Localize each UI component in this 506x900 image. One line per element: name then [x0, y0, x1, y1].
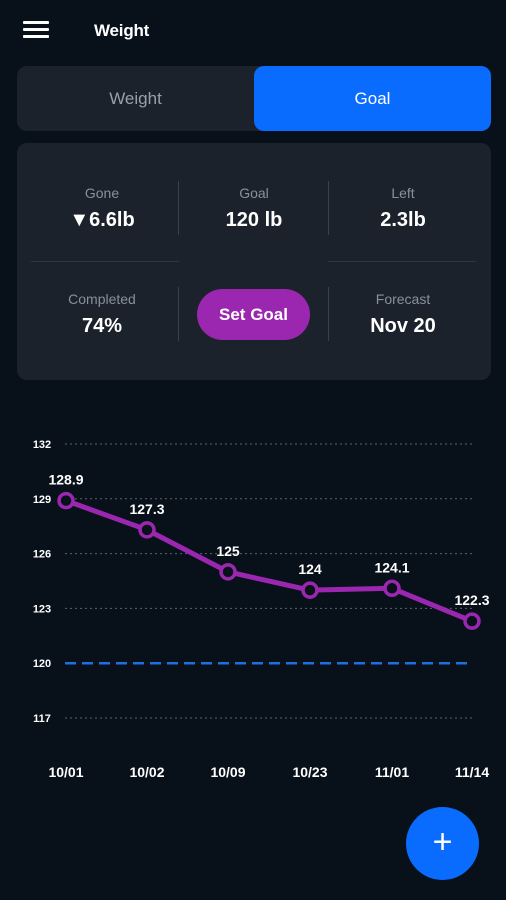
- y-tick-label: 129: [33, 494, 51, 506]
- data-point: [57, 491, 75, 510]
- stat-completed-value: 74%: [81, 315, 123, 337]
- chart-canvas: 132 129 126 123 120 117 128.9 127.3 125 124 124.1 1…: [33, 439, 490, 780]
- divider: [178, 181, 179, 235]
- stat-gone-label: Gone: [84, 185, 120, 201]
- plus-icon: +: [432, 823, 453, 861]
- x-tick-label: 10/09: [210, 764, 245, 780]
- stat-forecast-label: Forecast: [375, 291, 431, 307]
- stat-completed-label: Completed: [68, 291, 136, 307]
- add-entry-button[interactable]: +: [406, 807, 479, 880]
- data-point: [383, 579, 401, 598]
- weight-line-chart: 132 129 126 123 120 117 128.9 127.3 125 124 124.1 1…: [0, 420, 506, 790]
- stat-left: Left 2.3lb: [328, 185, 478, 232]
- divider: [31, 261, 179, 262]
- stat-completed: Completed 74%: [27, 291, 177, 338]
- data-point: [301, 581, 319, 599]
- stat-forecast-value: Nov 20: [370, 315, 436, 337]
- tab-weight[interactable]: Weight: [109, 88, 162, 108]
- data-label: 125: [216, 543, 240, 559]
- set-goal-button[interactable]: Set Goal: [197, 289, 310, 340]
- x-tick-label: 11/14: [455, 764, 489, 780]
- data-label: 124.1: [374, 559, 409, 575]
- tab-bar: Weight Goal: [17, 66, 491, 131]
- y-tick-label: 132: [33, 439, 51, 451]
- stat-goal-value: 120 lb: [225, 209, 283, 231]
- goal-summary-card: Gone ▼6.6lb Goal 120 lb Left 2.3lb Compl…: [17, 143, 491, 380]
- divider: [328, 261, 476, 262]
- y-tick-label: 120: [33, 658, 51, 670]
- divider: [328, 181, 329, 235]
- stat-goal: Goal 120 lb: [179, 185, 329, 232]
- hamburger-menu-icon[interactable]: [23, 20, 49, 40]
- stat-gone-value: ▼6.6lb: [69, 209, 135, 231]
- stat-left-label: Left: [391, 185, 415, 201]
- x-tick-label: 10/02: [129, 764, 164, 780]
- page-title: Weight: [94, 21, 150, 40]
- stat-goal-label: Goal: [239, 185, 269, 201]
- y-tick-label: 123: [33, 603, 51, 615]
- tab-goal[interactable]: Goal: [254, 66, 491, 131]
- y-tick-label: 117: [33, 713, 51, 725]
- x-tick-label: 10/01: [48, 764, 83, 780]
- x-tick-label: 10/23: [292, 764, 327, 780]
- stat-gone: Gone ▼6.6lb: [27, 185, 177, 232]
- data-label: 127.3: [129, 501, 164, 517]
- data-point: [138, 521, 156, 539]
- divider: [328, 287, 329, 341]
- stat-left-value: 2.3lb: [380, 209, 426, 231]
- y-tick-label: 126: [33, 549, 51, 561]
- data-label: 124: [298, 561, 322, 577]
- data-label: 122.3: [454, 592, 489, 608]
- stat-forecast: Forecast Nov 20: [328, 291, 478, 338]
- series-line: [63, 498, 475, 624]
- data-point: [219, 563, 237, 581]
- x-tick-label: 11/01: [375, 764, 409, 780]
- data-label: 128.9: [48, 472, 83, 488]
- data-point: [463, 612, 481, 630]
- top-app-bar: Weight: [0, 0, 506, 62]
- divider: [178, 287, 179, 341]
